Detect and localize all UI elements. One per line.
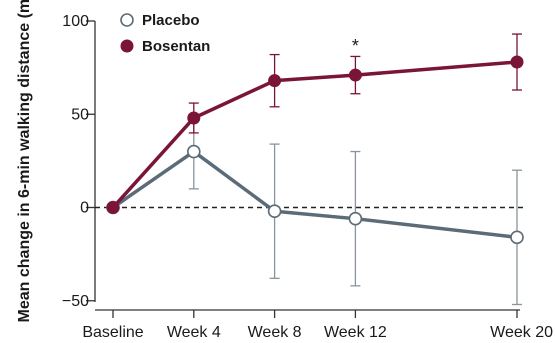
y-tick-label: 100	[62, 13, 89, 30]
data-point	[106, 201, 120, 214]
data-point	[348, 68, 362, 82]
series-line	[112, 149, 518, 240]
y-tick-label: 50	[71, 106, 89, 123]
legend-label: Placebo	[142, 12, 200, 29]
legend-marker	[120, 39, 134, 53]
legend-marker	[120, 13, 134, 27]
data-point	[268, 74, 282, 88]
data-point	[510, 55, 524, 69]
y-axis: Mean change in 6-min walking distance (m…	[16, 0, 96, 322]
x-tick-label: Week 4	[167, 324, 221, 341]
series	[106, 33, 524, 306]
y-tick-label: −50	[62, 293, 89, 310]
series-line	[111, 60, 518, 209]
legend: Placebo Bosentan	[120, 12, 210, 55]
legend-label: Bosentan	[142, 38, 210, 55]
data-point	[267, 204, 282, 219]
y-axis-title: Mean change in 6-min walking distance (m…	[16, 0, 33, 322]
x-ticks: Baseline Week 4 Week 8 Week 12 Week 20	[82, 310, 553, 341]
series-bosentan	[106, 33, 524, 214]
x-tick-label: Week 20	[490, 324, 553, 341]
x-tick-label: Week 8	[248, 324, 302, 341]
annotations: *	[352, 36, 359, 56]
data-point	[510, 230, 524, 245]
x-tick-label: Week 12	[324, 324, 387, 341]
data-point	[348, 211, 363, 226]
x-tick-label: Baseline	[82, 324, 143, 341]
data-point	[187, 144, 201, 159]
y-ticks: −50 0 50 100	[62, 13, 95, 310]
significance-marker: *	[352, 36, 359, 56]
data-point	[187, 111, 201, 125]
y-tick-label: 0	[80, 200, 89, 217]
